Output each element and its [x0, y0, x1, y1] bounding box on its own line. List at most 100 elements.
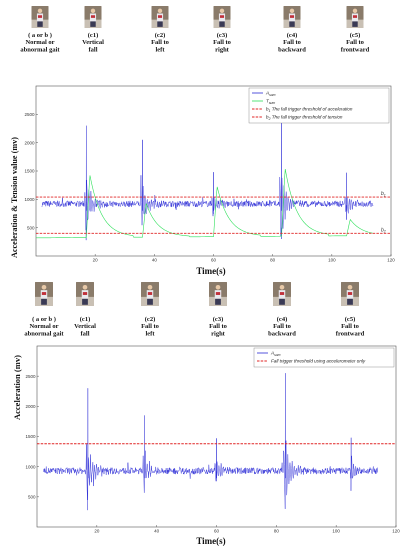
photo-label-line: right: [215, 46, 230, 53]
y-tick-label: 1500: [25, 434, 36, 439]
x-axis-title-2: Time(s): [196, 536, 225, 546]
legend-entry-sub: 1: [269, 109, 271, 113]
legend-entry: Tsum: [266, 99, 275, 105]
y-tick-label: 2500: [25, 374, 36, 379]
photo-label-line: right: [211, 330, 226, 337]
x-tick-label: 20: [93, 258, 99, 263]
x-tick-label: 20: [94, 529, 100, 534]
photo-label-line: ( a or b ): [32, 316, 56, 323]
y-tick-label: 1000: [24, 197, 35, 202]
photo-label-line: Normal or: [25, 39, 54, 46]
person-legs-icon: [41, 298, 47, 305]
x-tick-label: 80: [274, 529, 280, 534]
activity-photo: [346, 6, 364, 28]
photo-label-line: (c5): [350, 32, 360, 39]
person-head-icon: [90, 8, 96, 14]
activity-photo: [35, 282, 53, 306]
person-head-icon: [347, 284, 353, 290]
threshold-label: b1: [381, 191, 386, 197]
photo-label-line: fall: [88, 46, 97, 53]
photo-label-line: (c4): [277, 316, 287, 323]
photo-label-line: frontward: [341, 46, 370, 53]
person-vest-icon: [37, 15, 43, 18]
legend-entry: Asum: [270, 351, 281, 357]
photo-label-line: (c2): [155, 32, 165, 39]
legend-entry-text: The fall trigger threshold of tension: [270, 115, 342, 120]
person-legs-icon: [352, 21, 358, 27]
y-tick-label: 1500: [24, 169, 35, 174]
person-legs-icon: [347, 298, 353, 305]
person-head-icon: [215, 284, 221, 290]
photo-label-line: Fall to: [283, 39, 301, 46]
legend-entry-sub: sum: [274, 353, 281, 357]
photo-label-line: (c1): [80, 316, 90, 323]
y-tick-label: 2000: [24, 140, 35, 145]
person-vest-icon: [82, 292, 88, 295]
person-legs-icon: [279, 298, 285, 305]
y-tick-label: 500: [28, 494, 36, 499]
y-axis-title-1: Acceleration & Tension value (mv): [10, 137, 19, 258]
chart-acceleration-only: Acceleration (mv) Time(s) 20 40 60 80 100 120…: [12, 345, 400, 546]
photo-label-line: (c2): [145, 316, 155, 323]
photo-label-line: Fall to: [341, 323, 359, 330]
person-vest-icon: [352, 15, 358, 18]
x-tick-label: 120: [387, 258, 395, 263]
photo-label-line: fall: [80, 330, 89, 337]
photo-label-line: (c3): [217, 32, 227, 39]
photo-label-line: (c5): [345, 316, 355, 323]
x-tick-label: 100: [328, 258, 336, 263]
activity-photo: [31, 6, 49, 28]
activity-photo: [273, 282, 291, 306]
photo-label-line: (c3): [213, 316, 223, 323]
y-tick-label: 500: [27, 225, 35, 230]
person-head-icon: [147, 284, 153, 290]
person-head-icon: [82, 284, 88, 290]
y-tick-label: 2000: [25, 404, 36, 409]
activity-photo: [76, 282, 94, 306]
activity-photo: [209, 282, 227, 306]
threshold-label: b2: [381, 227, 386, 233]
photo-label-line: Vertical: [74, 323, 96, 330]
photo-label-line: backward: [278, 46, 306, 53]
person-legs-icon: [82, 298, 88, 305]
x-tick-label: 120: [392, 529, 400, 534]
photo-label-line: Normal or: [29, 323, 58, 330]
person-vest-icon: [219, 15, 225, 18]
photo-label-line: left: [145, 330, 155, 337]
photo-label-line: (c4): [287, 32, 297, 39]
activity-photo: [341, 282, 359, 306]
legend-entry-sub: sum: [269, 101, 276, 105]
y-tick-label: 2500: [24, 112, 35, 117]
photo-label-line: Fall to: [273, 323, 291, 330]
plot-frame: [36, 345, 397, 528]
legend-entry-sub: 2: [268, 117, 271, 121]
person-legs-icon: [90, 21, 96, 27]
person-legs-icon: [215, 298, 221, 305]
legend-entry: Fall trigger threshold using acceleromet…: [271, 359, 366, 364]
activity-photo: [151, 6, 169, 28]
photo-label-line: Vertical: [82, 39, 104, 46]
legend-entry-text: The fall trigger threshold of accelerati…: [270, 107, 352, 112]
photo-label-line: abnormal gait: [24, 330, 64, 337]
y-axis-title-2: Acceleration (mv): [12, 355, 22, 420]
person-vest-icon: [157, 15, 163, 18]
activity-photo: [213, 6, 231, 28]
x-tick-label: 40: [154, 529, 160, 534]
person-legs-icon: [289, 21, 295, 27]
threshold-label-sub: 2: [383, 230, 386, 234]
x-tick-label: 60: [214, 529, 220, 534]
legend-entry: b1 The fall trigger threshold of acceler…: [266, 107, 353, 113]
x-axis-title-1: Time(s): [196, 266, 225, 276]
legend: Asum Fall trigger threshold using acceler…: [253, 347, 395, 368]
threshold-label-sub: 1: [384, 193, 386, 197]
photo-label-line: Fall to: [209, 323, 227, 330]
photo-label-line: Fall to: [346, 39, 364, 46]
activity-photo: [283, 6, 301, 28]
person-head-icon: [41, 284, 47, 290]
x-tick-label: 100: [332, 529, 340, 534]
legend-entry: Asum: [265, 91, 276, 97]
person-vest-icon: [215, 292, 221, 295]
person-legs-icon: [37, 21, 43, 27]
